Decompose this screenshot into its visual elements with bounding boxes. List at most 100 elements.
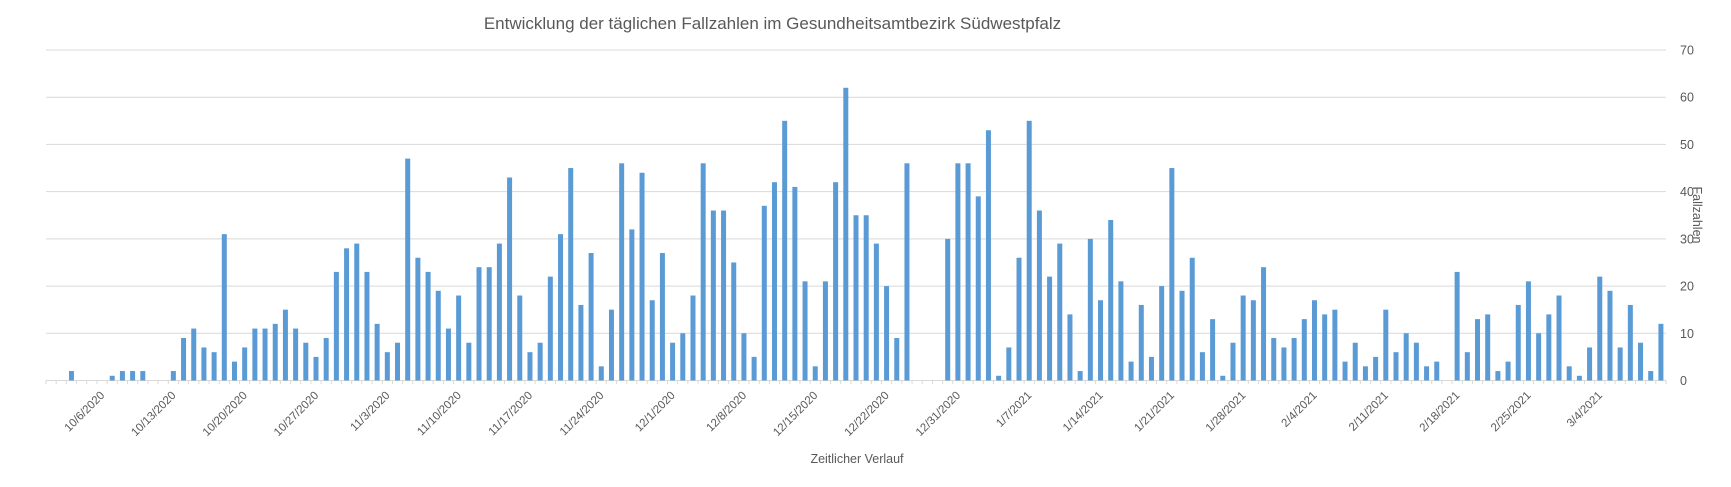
bar (170, 371, 176, 381)
bar (323, 338, 329, 381)
bar (558, 234, 564, 381)
bar (547, 276, 553, 381)
x-tick-label: 2/25/2021 (1489, 390, 1534, 435)
x-tick-label: 1/14/2021 (1061, 390, 1106, 435)
bar (1638, 342, 1644, 381)
bar (853, 215, 859, 381)
bar (1505, 361, 1511, 381)
bar (1322, 314, 1328, 381)
bar (395, 342, 401, 381)
bar (425, 271, 431, 381)
x-tick-label: 2/11/2021 (1347, 390, 1391, 434)
bar (1301, 319, 1307, 381)
bar (1546, 314, 1552, 381)
bar (1067, 314, 1073, 381)
bar (1424, 366, 1430, 381)
bar (252, 328, 258, 381)
bar (833, 182, 839, 381)
bar (873, 243, 879, 381)
bar (945, 238, 951, 381)
bar (822, 281, 828, 381)
bar (476, 267, 482, 381)
bar (1413, 342, 1419, 381)
bar (1098, 300, 1104, 381)
bar (1138, 304, 1144, 381)
bar (1515, 304, 1521, 381)
bar (1434, 361, 1440, 381)
bar (1383, 309, 1389, 381)
bar (1342, 361, 1348, 381)
y-tick-label: 0 (1680, 374, 1687, 388)
bar (1648, 371, 1654, 381)
bar (1576, 375, 1582, 381)
chart-title: Entwicklung der täglichen Fallzahlen im … (483, 14, 1062, 33)
bar (985, 130, 991, 381)
y-tick-label: 10 (1680, 327, 1694, 341)
bar (1250, 300, 1256, 381)
bar (435, 290, 441, 381)
bar (1566, 366, 1572, 381)
bar (965, 163, 971, 381)
bar (109, 375, 115, 381)
bar (782, 120, 788, 381)
bar (802, 281, 808, 381)
bar (415, 257, 421, 381)
bar (1658, 323, 1664, 381)
x-tick-label: 12/15/2020 (771, 390, 820, 439)
bar (1240, 295, 1246, 381)
bar (1373, 356, 1379, 381)
bar (1281, 347, 1287, 381)
bar (496, 243, 502, 381)
bar (1617, 347, 1623, 381)
bar (1464, 352, 1470, 381)
bar (863, 215, 869, 381)
bar (1536, 333, 1542, 381)
bar (568, 168, 574, 381)
bar (1006, 347, 1012, 381)
bar (721, 210, 727, 381)
x-tick-label: 10/6/2020 (63, 390, 108, 435)
bar (894, 338, 900, 381)
bar (761, 205, 767, 381)
bar (1179, 290, 1185, 381)
bar (792, 186, 798, 381)
x-tick-label: 11/3/2020 (348, 390, 392, 434)
bar (211, 352, 217, 381)
x-tick-label: 10/20/2020 (201, 390, 250, 439)
bar (1220, 375, 1226, 381)
y-tick-label: 40 (1680, 185, 1694, 199)
x-tick-label: 12/8/2020 (704, 390, 749, 435)
x-tick-label: 11/24/2020 (558, 390, 607, 439)
y-tick-label: 20 (1680, 280, 1694, 294)
x-tick-label: 11/17/2020 (487, 390, 536, 439)
bar (1485, 314, 1491, 381)
bar (1087, 238, 1093, 381)
bar (751, 356, 757, 381)
bar (1210, 319, 1216, 381)
bar (456, 295, 462, 381)
bar (670, 342, 676, 381)
bar (1047, 276, 1053, 381)
bar (1475, 319, 1481, 381)
bar (507, 177, 513, 381)
bar (1016, 257, 1022, 381)
bar (955, 163, 961, 381)
bar (1362, 366, 1368, 381)
bar (1118, 281, 1124, 381)
bar (231, 361, 237, 381)
bar (1026, 120, 1032, 381)
bar (344, 248, 350, 381)
bar (1454, 271, 1460, 381)
x-tick-label: 3/4/2021 (1565, 390, 1605, 430)
bar (1199, 352, 1205, 381)
bar (996, 375, 1002, 381)
bar (1108, 219, 1114, 381)
bar (619, 163, 625, 381)
bar (710, 210, 716, 381)
x-tick-label: 10/27/2020 (272, 390, 321, 439)
bar (333, 271, 339, 381)
bar (680, 333, 686, 381)
bar (741, 333, 747, 381)
